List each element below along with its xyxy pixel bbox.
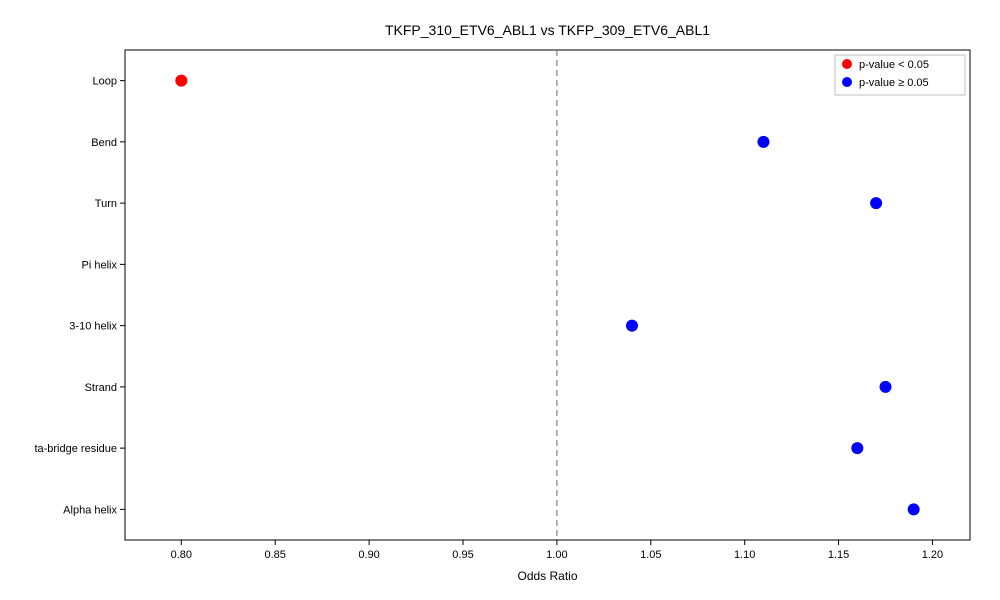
x-tick-label: 1.15 xyxy=(828,549,849,561)
data-point xyxy=(908,503,920,515)
legend-label: p-value ≥ 0.05 xyxy=(859,77,929,89)
y-tick-label: ta-bridge residue xyxy=(34,443,117,455)
legend-label: p-value < 0.05 xyxy=(859,59,929,71)
y-tick-label: 3-10 helix xyxy=(69,321,117,333)
y-tick-label: Strand xyxy=(85,382,117,394)
x-tick-label: 0.85 xyxy=(265,549,286,561)
x-tick-label: 1.00 xyxy=(546,549,567,561)
odds-ratio-chart: 0.80 0.85 0.90 0.95 1.00 1.05 1.10 1.15 1.20 Loop… xyxy=(0,0,1000,600)
legend-marker xyxy=(842,77,852,87)
y-tick-label: Loop xyxy=(93,76,117,88)
data-point xyxy=(851,442,863,454)
x-axis-label: Odds Ratio xyxy=(517,569,577,583)
y-tick-label: Bend xyxy=(91,137,117,149)
data-point xyxy=(880,381,892,393)
x-tick-label: 1.10 xyxy=(734,549,755,561)
x-tick-label: 0.95 xyxy=(452,549,473,561)
x-tick-label: 0.80 xyxy=(171,549,192,561)
x-tick-label: 1.20 xyxy=(922,549,943,561)
y-tick-label: Turn xyxy=(95,198,117,210)
y-tick-label: Pi helix xyxy=(82,259,118,271)
chart-svg: 0.80 0.85 0.90 0.95 1.00 1.05 1.10 1.15 1.20 Loop… xyxy=(0,0,1000,600)
data-point xyxy=(175,75,187,87)
x-tick-label: 0.90 xyxy=(358,549,379,561)
x-tick-label: 1.05 xyxy=(640,549,661,561)
plot-area xyxy=(125,50,970,540)
data-point xyxy=(626,320,638,332)
data-point xyxy=(757,136,769,148)
data-point xyxy=(870,197,882,209)
legend-marker xyxy=(842,59,852,69)
chart-title: TKFP_310_ETV6_ABL1 vs TKFP_309_ETV6_ABL1 xyxy=(385,22,710,38)
y-tick-label: Alpha helix xyxy=(63,504,117,516)
